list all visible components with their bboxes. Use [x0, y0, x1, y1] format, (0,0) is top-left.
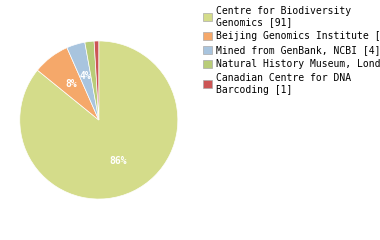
Wedge shape [94, 41, 99, 120]
Text: 86%: 86% [110, 156, 127, 166]
Text: 8%: 8% [65, 78, 77, 89]
Wedge shape [20, 41, 178, 199]
Wedge shape [67, 42, 99, 120]
Wedge shape [37, 48, 99, 120]
Wedge shape [85, 41, 99, 120]
Text: 4%: 4% [79, 71, 91, 81]
Legend: Centre for Biodiversity
Genomics [91], Beijing Genomics Institute [8], Mined fro: Centre for Biodiversity Genomics [91], B… [203, 5, 380, 96]
